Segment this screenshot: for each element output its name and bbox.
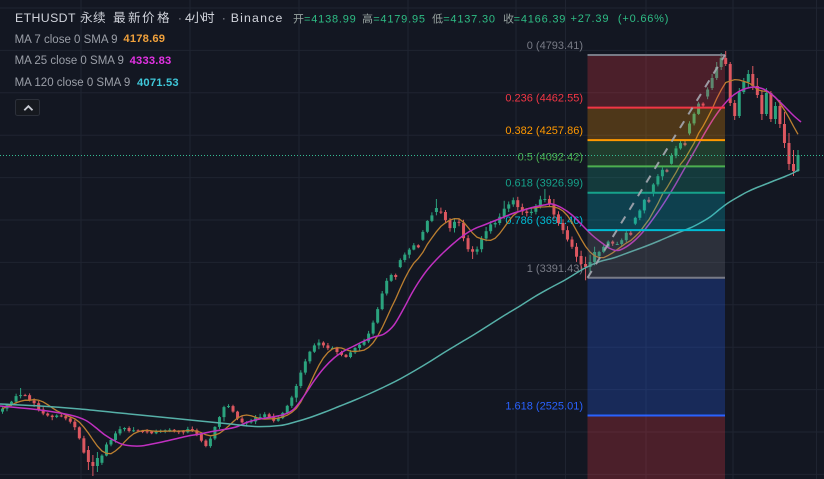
svg-text:0 (4793.41): 0 (4793.41) bbox=[527, 40, 583, 52]
svg-text:1.618 (2525.01): 1.618 (2525.01) bbox=[505, 401, 583, 413]
svg-text:0.382 (4257.86): 0.382 (4257.86) bbox=[505, 125, 583, 137]
svg-text:0.618 (3926.99): 0.618 (3926.99) bbox=[505, 178, 583, 190]
svg-text:1 (3391.43): 1 (3391.43) bbox=[527, 263, 583, 275]
svg-text:0.236 (4462.55): 0.236 (4462.55) bbox=[505, 93, 583, 105]
svg-text:0.5 (4092.42): 0.5 (4092.42) bbox=[518, 151, 583, 163]
